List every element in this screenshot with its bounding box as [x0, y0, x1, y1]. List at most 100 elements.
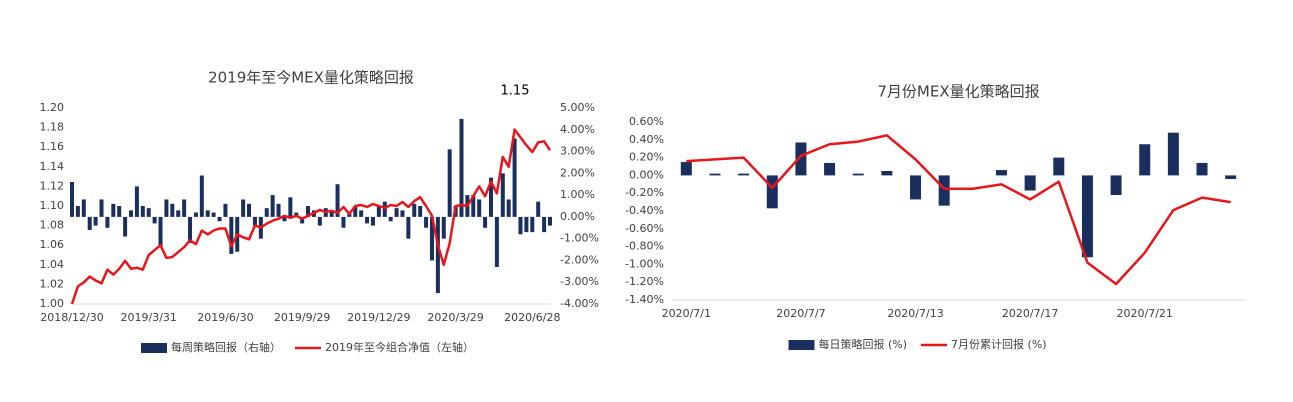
y2-tick-label: 2.00% [560, 166, 595, 179]
bar [441, 216, 446, 239]
annotation: 1.15 [501, 84, 530, 99]
bar [123, 216, 128, 237]
y-tick-label: 1.12 [40, 179, 65, 192]
bar [512, 138, 517, 217]
bar [459, 118, 464, 217]
bar [182, 199, 187, 217]
bar [134, 186, 139, 217]
bar [1225, 175, 1237, 179]
bar [406, 216, 411, 239]
bar [264, 208, 269, 217]
bar [376, 206, 381, 217]
y-tick-label: 1.14 [40, 160, 65, 173]
bar [146, 208, 151, 217]
y-tick-label: 1.08 [40, 219, 65, 232]
bar [518, 216, 523, 235]
bar [795, 142, 807, 176]
bar [164, 199, 169, 217]
y-tick-label: 1.18 [40, 121, 65, 134]
y2-tick-label: 1.00% [560, 188, 595, 201]
bar [852, 173, 864, 176]
bar [359, 210, 364, 217]
chart-title: 7月份MEX量化策略回报 [877, 83, 1039, 101]
bar [252, 216, 257, 226]
bar [500, 173, 505, 217]
y-tick-label: 0.00% [629, 168, 664, 181]
bar [488, 177, 493, 217]
y-tick-label: 1.10 [40, 199, 65, 212]
bar [247, 203, 252, 217]
y-tick-label: -1.20% [625, 275, 664, 288]
x-tick-label: 2020/7/7 [776, 307, 825, 320]
bar [766, 175, 778, 209]
bar [382, 201, 387, 217]
bar [471, 195, 476, 217]
chart-title: 2019年至今MEX量化策略回报 [208, 69, 414, 87]
bar [152, 216, 157, 224]
bar [211, 212, 216, 217]
y-tick-label: -0.80% [625, 240, 664, 253]
line [70, 128, 552, 305]
x-tick-label: 2018/12/30 [40, 311, 103, 324]
bar [329, 210, 334, 217]
y-tick-label: -1.40% [625, 293, 664, 306]
bar [105, 216, 110, 228]
y2-tick-label: -4.00% [560, 297, 599, 310]
bar [81, 199, 86, 217]
y2-tick-label: 4.00% [560, 123, 595, 136]
y-tick-label: 1.20 [40, 101, 65, 114]
bar [282, 216, 287, 222]
bar [276, 203, 281, 217]
bar [1139, 144, 1151, 176]
y2-tick-label: -3.00% [560, 275, 599, 288]
x-tick-label: 2020/7/13 [887, 307, 943, 320]
bar [542, 216, 547, 233]
y2-tick-label: 5.00% [560, 101, 595, 114]
bar [205, 210, 210, 217]
bar [881, 170, 893, 176]
x-tick-label: 2020/7/1 [662, 307, 711, 320]
y-tick-label: -1.00% [625, 257, 664, 270]
y-tick-label: 1.04 [40, 258, 65, 271]
bar [1024, 175, 1036, 191]
bar [506, 199, 511, 217]
x-tick-label: 2020/6/28 [504, 311, 560, 324]
bar [424, 216, 429, 228]
bar [1081, 175, 1093, 258]
bar [140, 206, 145, 217]
y2-tick-label: 0.00% [560, 210, 595, 223]
bar [188, 216, 193, 244]
bar [270, 195, 275, 217]
bar [447, 149, 452, 217]
bar [524, 216, 529, 233]
bar [680, 162, 692, 176]
bar [1167, 132, 1179, 176]
y2-tick-label: -1.00% [560, 232, 599, 245]
y-tick-label: 1.06 [40, 238, 65, 251]
legend-label: 7月份累计回报 (%) [951, 337, 1047, 351]
bar [353, 206, 358, 217]
bar [477, 199, 482, 217]
bar [365, 216, 370, 224]
y-tick-label: 0.40% [629, 133, 664, 146]
legend-swatch [788, 340, 815, 350]
legend-label: 2019年至今组合净值（左轴） [325, 340, 474, 354]
bar [548, 216, 552, 226]
bar [824, 162, 836, 176]
bar [129, 210, 134, 217]
y-tick-label: -0.20% [625, 186, 664, 199]
y-tick-label: 0.60% [629, 115, 664, 128]
bar [317, 216, 322, 226]
x-tick-label: 2020/3/29 [427, 311, 483, 324]
bar [435, 216, 440, 294]
bar [400, 210, 405, 217]
y-tick-label: 0.20% [629, 151, 664, 164]
bar [241, 199, 246, 217]
y-tick-label: 1.00 [40, 297, 65, 310]
bar [170, 203, 175, 217]
x-tick-label: 2020/7/21 [1117, 307, 1173, 320]
bar [111, 203, 116, 217]
bar [483, 216, 488, 228]
x-tick-label: 2019/12/29 [347, 311, 410, 324]
